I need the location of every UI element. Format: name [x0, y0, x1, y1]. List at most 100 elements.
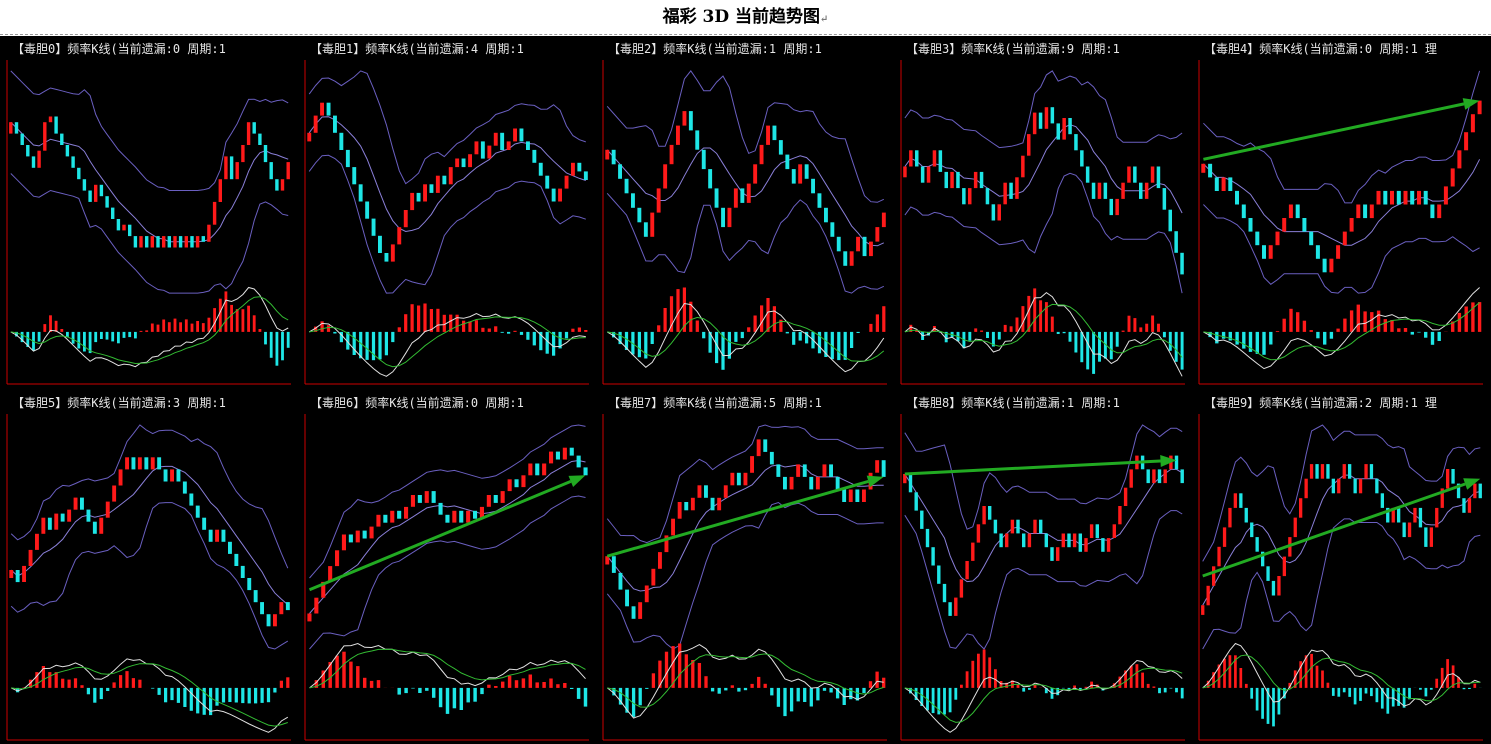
lower-band-line: [904, 510, 1183, 650]
candle: [189, 493, 194, 506]
middle-band-line: [10, 465, 289, 606]
candle: [1424, 527, 1428, 547]
candle: [178, 236, 183, 248]
lower-band-line: [1202, 518, 1481, 650]
candle: [1089, 524, 1094, 538]
candle: [201, 236, 205, 242]
candle: [1386, 507, 1390, 523]
panel-title: 【毒胆4】频率K线(当前遗漏:0 周期:1 理: [1204, 42, 1438, 56]
candle: [320, 102, 324, 116]
candle: [944, 171, 948, 189]
candle: [926, 166, 931, 183]
candle: [920, 166, 925, 183]
candle: [438, 502, 443, 515]
candle: [971, 542, 975, 561]
candle: [526, 141, 530, 150]
candle: [1403, 190, 1408, 205]
candle: [1342, 231, 1347, 246]
candle: [843, 251, 848, 266]
candle: [212, 201, 217, 225]
candle: [1044, 533, 1048, 548]
candle: [133, 236, 138, 248]
candle: [1009, 182, 1013, 199]
candle: [1072, 533, 1077, 548]
kline-panel-8: 【毒胆8】频率K线(当前遗漏:1 周期:1: [898, 390, 1189, 742]
candle: [982, 506, 986, 525]
candle: [1380, 493, 1384, 508]
candle: [1467, 498, 1472, 513]
panel-title: 【毒胆7】频率K线(当前遗漏:5 周期:1: [608, 396, 822, 410]
candle: [855, 489, 860, 502]
candle: [403, 210, 408, 228]
candle: [442, 175, 447, 185]
candle: [285, 602, 290, 611]
candle: [1255, 231, 1260, 246]
candle: [973, 171, 978, 189]
candle: [1233, 493, 1237, 508]
candle: [41, 517, 46, 534]
candle: [583, 467, 588, 476]
candle: [1095, 524, 1099, 538]
candle: [1214, 177, 1219, 191]
panel-title: 【毒胆3】频率K线(当前遗漏:9 周期:1: [906, 42, 1120, 56]
candle: [1212, 566, 1216, 586]
candle: [224, 156, 228, 180]
candle: [1056, 547, 1060, 561]
macd-dea-line: [309, 316, 586, 368]
candle: [1033, 519, 1037, 534]
candle: [487, 145, 492, 159]
candle: [1383, 190, 1388, 205]
macd-dea-line: [607, 316, 885, 362]
candle: [493, 132, 498, 146]
candle: [959, 579, 964, 598]
candle: [60, 513, 65, 522]
candle: [416, 192, 421, 202]
candle: [1407, 522, 1412, 538]
upper-band-line: [308, 70, 586, 185]
candle: [1241, 204, 1246, 219]
macd-dea-line: [10, 296, 289, 365]
title-divider: [0, 34, 1491, 35]
candle: [564, 175, 569, 189]
upper-band-line: [309, 424, 586, 579]
candle: [1084, 538, 1088, 552]
upper-band-line: [10, 424, 289, 569]
candle: [1304, 478, 1308, 499]
candle: [811, 178, 815, 194]
candle: [624, 178, 629, 194]
middle-band-line: [1202, 474, 1481, 606]
panel-title: 【毒胆6】频率K线(当前遗漏:0 周期:1: [310, 396, 524, 410]
candle: [275, 179, 279, 191]
kline-panel-5: 【毒胆5】频率K线(当前遗漏:3 周期:1: [4, 390, 295, 742]
candle: [240, 565, 245, 578]
candle: [1221, 177, 1226, 191]
candle: [352, 167, 357, 185]
candle: [1156, 166, 1161, 189]
candle: [991, 204, 996, 221]
candle: [727, 207, 732, 228]
candle: [856, 236, 860, 252]
candle: [1248, 218, 1253, 232]
candle: [1437, 204, 1442, 219]
upper-band-line: [10, 70, 289, 191]
candle: [455, 158, 460, 168]
candle: [1062, 118, 1066, 140]
candle: [137, 457, 142, 470]
candle: [429, 184, 434, 193]
candle: [118, 469, 123, 486]
candle: [881, 212, 886, 228]
candle: [842, 489, 847, 502]
candle: [500, 491, 505, 503]
candle: [763, 439, 768, 452]
candle: [131, 457, 136, 470]
candle: [1266, 566, 1270, 581]
candle: [789, 476, 794, 490]
candle: [740, 188, 745, 203]
candle: [507, 479, 512, 492]
kline-chart: [1198, 60, 1483, 385]
candle: [746, 183, 751, 203]
candle: [753, 164, 758, 184]
page-title-text: 福彩 3D 当前趋势图: [662, 7, 821, 27]
candle: [618, 572, 623, 590]
candle: [163, 469, 168, 482]
